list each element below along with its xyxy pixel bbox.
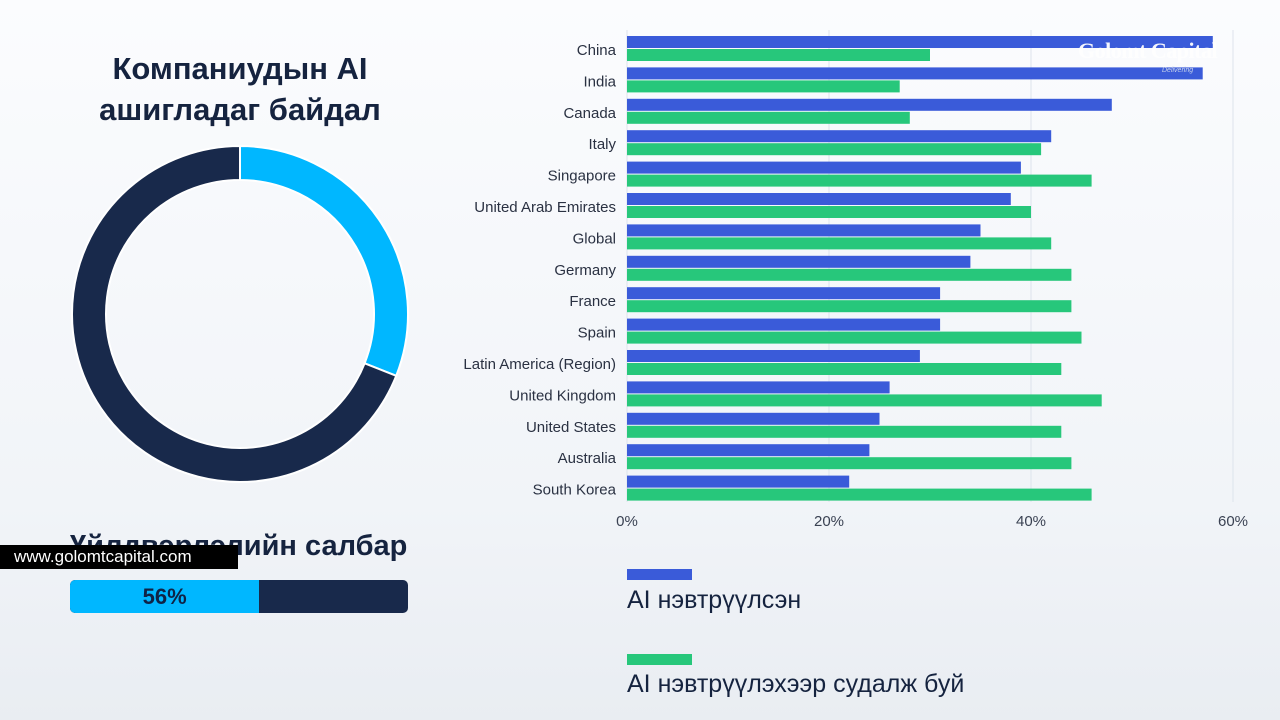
progress-label: 56% [142, 584, 187, 609]
bar-exploring [627, 111, 910, 124]
legend-swatch-adopted [627, 569, 692, 580]
bar-exploring [627, 363, 1062, 375]
bar-adopted [627, 412, 880, 425]
bar-exploring [627, 425, 1062, 438]
bar-exploring [627, 80, 900, 93]
donut-title-line2: ашигладаг байдал [99, 92, 381, 127]
category-label: Latin America (Region) [463, 356, 616, 373]
bar-adopted [627, 381, 890, 394]
donut-title: Компаниудын AI ашигладаг байдал [60, 48, 420, 130]
donut-slice-0 [239, 144, 409, 378]
bar-exploring [627, 237, 1052, 250]
bar-adopted [627, 193, 1011, 205]
bar-adopted [627, 444, 870, 457]
bar-adopted [627, 475, 850, 488]
bar-exploring [627, 268, 1072, 281]
x-tick-label: 20% [814, 513, 844, 530]
bar-exploring [627, 331, 1082, 344]
bar-adopted [627, 255, 971, 268]
category-label: Spain [578, 325, 616, 342]
x-tick-label: 0% [616, 513, 638, 530]
category-label: France [569, 293, 616, 310]
category-label: United States [526, 419, 616, 436]
category-label: United Kingdom [509, 387, 616, 404]
bar-exploring [627, 49, 930, 61]
legend-label-adopted: AI нэвтрүүлсэн [627, 586, 802, 614]
donut-title-line1: Компаниудын AI [112, 51, 368, 86]
category-label: China [577, 42, 617, 59]
bar-exploring [627, 143, 1042, 156]
bar-adopted [627, 98, 1112, 111]
category-label: Italy [588, 136, 616, 153]
bar-adopted [627, 350, 920, 362]
progress-fill [70, 580, 260, 613]
donut-slice-1 [71, 144, 398, 483]
donut-chart [71, 144, 409, 483]
bar-exploring [627, 394, 1102, 407]
sector-progress-bar: 56% [70, 580, 408, 613]
category-label: Germany [554, 262, 616, 279]
bar-adopted [627, 224, 981, 237]
website-watermark: www.golomtcapital.com [0, 545, 238, 569]
category-label: Global [573, 230, 616, 247]
bar-adopted [627, 318, 941, 331]
bar-adopted [627, 130, 1052, 143]
bar-exploring [627, 174, 1092, 187]
bar-adopted [627, 161, 1021, 174]
company-logo: Golomt Capital [1078, 38, 1218, 63]
bar-exploring [627, 488, 1092, 501]
x-tick-label: 60% [1218, 513, 1248, 530]
category-label: India [583, 73, 616, 90]
logo-tagline: Delivering [1162, 67, 1194, 74]
category-label: United Arab Emirates [474, 199, 616, 216]
legend-swatch-exploring [627, 654, 692, 665]
bar-adopted [627, 67, 1203, 80]
category-label: South Korea [533, 482, 617, 499]
bar-exploring [627, 206, 1031, 218]
category-label: Canada [563, 105, 616, 122]
legend-label-exploring: AI нэвтрүүлэхээр судалж буй [627, 670, 965, 698]
country-bar-chart: 0% 20% 40% 60% China India Canada Italy Singapor… [463, 30, 1248, 530]
bar-adopted [627, 287, 941, 300]
bar-exploring [627, 457, 1072, 470]
category-label: Singapore [548, 168, 616, 185]
bar-adopted [627, 36, 1213, 48]
bar-exploring [627, 300, 1072, 313]
category-label: Australia [558, 450, 617, 467]
x-tick-label: 40% [1016, 513, 1046, 530]
